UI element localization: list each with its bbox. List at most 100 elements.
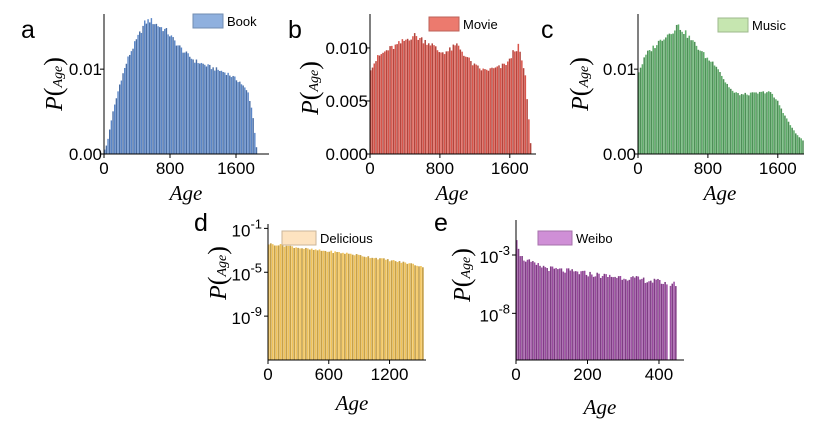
bar-delicious <box>301 248 303 360</box>
bar-movie <box>389 46 391 154</box>
x-tick-label: 0 <box>633 159 642 178</box>
bar-book <box>185 51 188 154</box>
bar-movie <box>392 48 395 154</box>
bar-movie <box>431 43 433 154</box>
bar-delicious <box>345 252 348 360</box>
bar-book <box>167 34 169 154</box>
legend-b: Movie <box>428 16 498 32</box>
bar-weibo <box>553 268 556 360</box>
y-tick-label: 0.005 <box>325 92 368 111</box>
bar-book <box>154 24 156 155</box>
bar-book <box>125 63 128 155</box>
bar-book <box>164 28 166 154</box>
y-tick-label: 0.01 <box>69 60 102 79</box>
bar-weibo <box>651 282 654 360</box>
bar-music <box>762 91 765 154</box>
bar-book <box>135 39 138 154</box>
bar-book <box>205 66 208 154</box>
bar-delicious <box>295 247 297 360</box>
bar-weibo <box>633 277 636 360</box>
x-tick-label: 400 <box>645 365 673 384</box>
bar-delicious <box>410 263 413 360</box>
bar-delicious <box>299 248 301 360</box>
bar-music <box>749 92 752 154</box>
bar-movie <box>484 69 486 154</box>
bar-delicious <box>306 248 309 360</box>
bar-book <box>189 56 191 154</box>
x-axis-label-e: Age <box>582 395 617 419</box>
bar-movie <box>457 45 460 154</box>
bar-book <box>130 51 133 154</box>
bar-book <box>115 98 118 154</box>
bar-movie <box>529 143 532 154</box>
bar-weibo <box>626 280 629 360</box>
bar-music <box>757 93 759 154</box>
y-tick-label: 10-3 <box>480 243 510 267</box>
y-axis-label-sub-a: Age <box>51 66 66 89</box>
bar-book <box>155 23 158 155</box>
bar-movie <box>449 47 451 154</box>
bar-weibo <box>658 279 661 360</box>
x-tick-label: 0 <box>511 365 520 384</box>
bar-delicious <box>400 262 403 360</box>
bar-movie <box>420 37 423 154</box>
y-tick-label: 10-9 <box>232 304 262 328</box>
bar-movie <box>473 63 476 154</box>
bar-music <box>776 100 779 154</box>
bar-book <box>229 75 231 154</box>
bar-movie <box>445 51 448 154</box>
bar-movie <box>463 55 465 155</box>
bar-book <box>245 90 248 154</box>
bar-book <box>194 62 196 155</box>
bar-music <box>760 91 763 154</box>
y-axis-label-e: P(Age) <box>447 248 476 303</box>
bar-weibo <box>671 283 674 360</box>
bar-delicious <box>305 247 307 360</box>
bar-weibo <box>580 271 582 360</box>
bar-movie <box>480 70 483 154</box>
bar-book <box>172 37 174 154</box>
legend-swatch-book <box>192 13 224 29</box>
x-tick-label: 600 <box>315 365 343 384</box>
bar-weibo <box>646 282 649 360</box>
bar-book <box>145 23 148 155</box>
panel-letter-d: d <box>194 209 208 237</box>
legend-c: Music <box>717 17 786 33</box>
bar-series-movie <box>370 33 532 155</box>
bar-weibo <box>539 265 541 360</box>
y-axis-label-sub-e: Age <box>459 257 474 280</box>
bar-delicious <box>336 252 338 360</box>
y-tick-label: 10-5 <box>232 260 262 284</box>
bar-movie <box>468 57 470 155</box>
bar-weibo <box>605 274 607 360</box>
bar-movie <box>442 52 444 155</box>
bar-weibo <box>614 276 616 360</box>
y-axis-label-c: P(Age) <box>565 57 594 112</box>
bar-music <box>717 69 719 154</box>
bar-weibo <box>587 276 590 360</box>
bar-music <box>740 94 743 154</box>
bar-book <box>209 64 211 154</box>
bar-book <box>142 25 144 154</box>
bar-book <box>210 69 213 154</box>
x-tick-label: 1200 <box>371 365 409 384</box>
bar-music <box>677 24 680 155</box>
bar-weibo <box>637 276 640 360</box>
bar-weibo <box>542 265 545 360</box>
bar-delicious <box>422 267 424 360</box>
bar-series-music <box>638 24 804 155</box>
panel-b-movie: b 0 800 1600 0.000 0.005 0.010 Movie Age P(Ag… <box>288 14 536 205</box>
bar-music <box>679 29 682 154</box>
bar-delicious <box>396 262 399 360</box>
bar-movie <box>452 44 455 154</box>
bar-movie <box>489 68 491 154</box>
bar-delicious <box>359 255 362 360</box>
bar-weibo <box>635 276 638 360</box>
bar-music <box>735 92 737 154</box>
bar-movie <box>487 70 490 154</box>
y-tick-label: 0.000 <box>325 145 368 164</box>
bar-delicious <box>355 254 358 360</box>
bar-book <box>134 41 136 154</box>
bar-music <box>787 121 790 154</box>
bar-delicious <box>344 253 346 360</box>
